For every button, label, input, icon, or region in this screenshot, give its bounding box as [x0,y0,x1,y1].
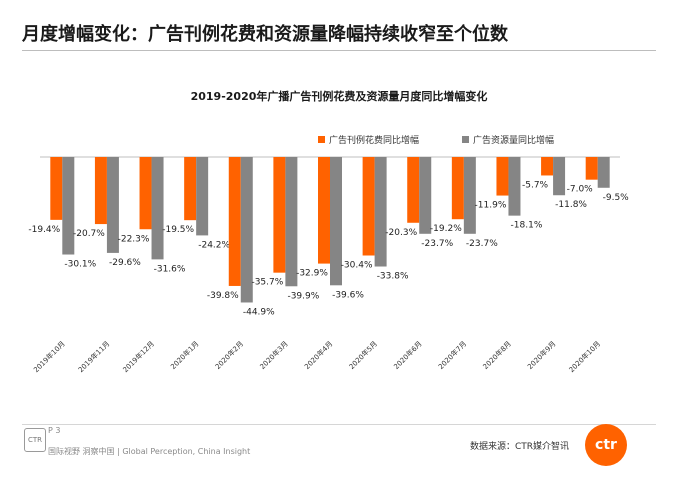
data-label-s2-1: -30.1% [64,260,96,270]
bar-s2-8 [374,157,387,267]
bar-s1-9 [407,157,420,223]
ctr-logo-icon: ctr [585,424,627,466]
bar-s1-4 [184,157,197,221]
x-tick-label-8: 2020年5月 [347,339,379,371]
data-label-s1-13: -7.0% [567,185,594,195]
page-title: 月度增幅变化：广告刊例花费和资源量降幅持续收窄至个位数 [22,24,508,45]
legend-label-1: 广告刊例花费同比增幅 [329,134,419,146]
data-label-s1-6: -35.7% [251,278,283,288]
x-tick-label-6: 2020年3月 [258,339,290,371]
bar-s1-5 [228,157,241,286]
bar-s2-11 [508,157,521,216]
bar-s2-6 [285,157,298,287]
legend-swatch-1 [318,136,325,143]
bar-s2-3 [151,157,164,260]
bar-s2-7 [330,157,342,286]
data-source: 数据来源：CTR媒介智讯 [470,442,570,452]
page-number: P 3 [48,426,61,435]
data-label-s2-7: -39.6% [332,290,364,300]
data-label-s1-7: -32.9% [296,269,328,279]
footer-slogan: 国际视野 洞察中国 | Global Perception, China Ins… [48,447,251,456]
bar-s2-1 [62,157,75,255]
data-label-s2-5: -44.9% [243,307,275,317]
x-tick-label-10: 2020年7月 [436,339,468,371]
x-tick-label-9: 2020年6月 [392,339,424,371]
bar-s1-6 [273,157,286,273]
legend-label-2: 广告资源量同比增幅 [473,134,554,146]
footer-divider [22,424,656,425]
x-tick-label-13: 2020年10月 [567,339,602,374]
data-label-s1-11: -11.9% [475,201,507,211]
data-label-s2-10: -23.7% [466,239,498,249]
bar-s2-9 [419,157,432,234]
data-label-s1-1: -19.4% [28,225,60,235]
x-tick-label-12: 2020年9月 [525,339,557,371]
data-label-s2-11: -18.1% [511,221,543,231]
bar-s2-2 [106,157,119,253]
title-divider [22,50,656,51]
data-label-s1-9: -20.3% [385,228,417,238]
data-label-s2-13: -9.5% [603,193,630,203]
data-label-s2-8: -33.8% [377,272,409,282]
bar-s1-7 [318,157,330,264]
bar-s1-12 [541,157,554,176]
x-tick-label-4: 2020年1月 [169,339,201,371]
certification-badge-icon: CTR [24,428,46,452]
bar-s1-13 [585,157,598,180]
bar-s1-8 [362,157,375,256]
data-label-s1-8: -30.4% [341,260,373,270]
data-label-s1-4: -19.5% [162,225,194,235]
data-label-s1-10: -19.2% [430,224,462,234]
data-label-s1-3: -22.3% [118,234,150,244]
data-label-s2-4: -24.2% [198,240,230,250]
data-label-s1-2: -20.7% [73,229,105,239]
data-label-s2-9: -23.7% [421,239,453,249]
x-tick-label-3: 2019年12月 [121,339,156,374]
data-label-s1-12: -5.7% [522,180,549,190]
bar-s2-4 [196,157,209,236]
bar-s1-11 [496,157,509,196]
bar-s1-1 [50,157,63,220]
x-tick-label-11: 2020年8月 [481,339,513,371]
bar-s2-5 [240,157,253,303]
data-label-s2-2: -29.6% [109,258,141,268]
data-label-s2-12: -11.8% [555,200,587,210]
x-tick-label-7: 2020年4月 [302,339,334,371]
x-tick-label-2: 2019年11月 [76,339,111,374]
bar-s1-2 [94,157,107,225]
x-tick-label-5: 2020年2月 [213,339,245,371]
bar-s1-10 [451,157,464,220]
data-label-s1-5: -39.8% [207,291,239,301]
bar-s2-12 [553,157,566,196]
data-label-s2-3: -31.6% [154,264,186,274]
legend-swatch-2 [462,136,469,143]
bar-s1-3 [139,157,152,230]
bar-s2-10 [463,157,476,234]
chart-title: 2019-2020年广播广告刊例花费及资源量月度同比增幅变化 [191,89,488,103]
data-label-s2-6: -39.9% [287,291,319,301]
x-tick-label-1: 2019年10月 [32,339,67,374]
bar-s2-13 [597,157,610,188]
